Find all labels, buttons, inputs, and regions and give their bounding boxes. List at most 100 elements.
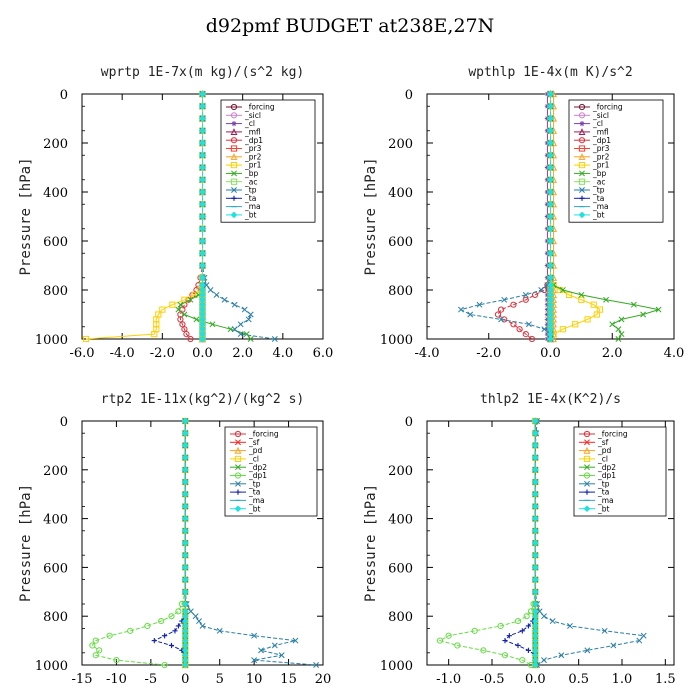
legend-label: _forcing [248, 430, 279, 439]
legend-label: _bt [592, 211, 605, 220]
data-point_bt [532, 429, 539, 437]
legend-marker [231, 121, 237, 127]
data-point_bt [181, 442, 189, 449]
legend-label: _pd [248, 446, 263, 455]
legend-label: _tp [244, 186, 257, 195]
data-point_dp1 [113, 657, 120, 664]
legend-marker [584, 464, 590, 471]
legend-marker [579, 121, 585, 127]
y-tick-label: 200 [43, 137, 68, 152]
panel-title: thlp2 1E-4x(K^2)/s [480, 392, 621, 407]
data-point_dp1 [158, 617, 165, 625]
data-point_ta [515, 642, 521, 649]
legend-label: _cl [597, 455, 608, 464]
legend-label: _bp [592, 169, 607, 178]
data-point_bt [181, 515, 189, 522]
legend: _forcing_sicl_cl_mfl_dp1_pr3_pr2_pr1_bp_… [220, 99, 316, 223]
data-point_pr1 [590, 301, 597, 308]
data-point_bt [547, 262, 554, 269]
legend-marker [230, 137, 238, 144]
x-tick-label: -4.0 [414, 346, 439, 361]
data-point_bt [181, 564, 189, 571]
data-point_tp [538, 287, 545, 293]
data-point_bt [547, 188, 554, 196]
legend-label: _dp1 [248, 471, 267, 480]
data-point_ta [172, 628, 178, 634]
y-tick-label: 400 [43, 513, 68, 528]
legend-label: _sf [597, 438, 609, 447]
data-point_ta [151, 638, 157, 644]
data-point_bt [199, 237, 206, 245]
data-point_bt [199, 139, 206, 147]
data-point_bp [559, 287, 566, 293]
data-point_bp [615, 326, 622, 333]
legend-label: _tp [592, 186, 605, 195]
data-point_bt [181, 417, 189, 425]
data-point_dp1 [494, 311, 502, 318]
data-point_tp [251, 657, 258, 664]
data-point_bt [199, 213, 206, 220]
y-axis-label: Pressure [hPa] [363, 157, 379, 275]
data-point_bp [618, 331, 625, 338]
panel-title: wpthlp 1E-4x(m K)/s^2 [468, 65, 632, 80]
panel-title: rtp2 1E-11x(kg^2)/(kg^2 s) [101, 392, 305, 407]
data-point_tp [237, 331, 244, 338]
legend-label: _ma [597, 496, 614, 505]
legend-marker [583, 455, 591, 462]
data-point_tp [199, 623, 206, 629]
data-point_bt [532, 466, 539, 474]
data-point_dp1 [516, 326, 523, 333]
data-point_dp1 [471, 627, 478, 634]
data-point_ta [168, 642, 175, 649]
data-point_bp [578, 291, 585, 298]
panel-4: thlp2 1E-4x(K^2)/s Pressure [hPa] 0 200 400 6… [363, 392, 676, 687]
legend-marker [234, 455, 242, 462]
data-point_dp1 [127, 627, 134, 634]
x-tick-label: -6.0 [69, 346, 94, 361]
figure-title: d92pmf BUDGET at238E,27N [206, 15, 495, 37]
data-point_bt [199, 200, 206, 208]
data-point_tp [216, 627, 223, 634]
data-point_bp [193, 316, 200, 323]
data-point_bp [187, 296, 194, 303]
x-tick-label: 2.0 [602, 346, 623, 361]
data-point_bt [181, 429, 189, 437]
data-point_dp1 [445, 632, 452, 639]
legend-label: _forcing [592, 103, 623, 112]
legend-marker [579, 170, 585, 177]
legend-marker [579, 187, 585, 193]
data-point_pr1 [559, 326, 566, 333]
y-tick-label: 1000 [35, 333, 68, 348]
legend-label: _ma [244, 202, 261, 211]
legend-marker [230, 103, 238, 111]
data-point_dp1 [480, 647, 487, 654]
data-point_tp [196, 618, 203, 625]
data-point_pr1 [169, 301, 176, 308]
y-tick-label: 0 [60, 415, 68, 430]
data-point_tp [541, 326, 548, 333]
y-tick-label: 0 [60, 88, 68, 103]
x-tick-label: 0.5 [568, 672, 589, 687]
legend-box [224, 426, 318, 517]
data-point_tp [251, 632, 258, 639]
data-point_bt [547, 102, 554, 110]
y-axis-label: Pressure [hPa] [363, 484, 379, 602]
data-point_bt [199, 262, 206, 269]
data-point_tp [458, 306, 464, 313]
legend-label: _tp [597, 479, 610, 488]
legend-label: _mfl [244, 128, 261, 137]
legend-box [573, 426, 667, 517]
data-point_tp [549, 618, 556, 625]
data-point_tp [278, 652, 285, 659]
legend-label: _ma [248, 496, 265, 505]
legend-marker [230, 178, 238, 185]
legend-label: _sicl [592, 111, 609, 120]
y-tick-label: 200 [388, 464, 413, 479]
data-point_bt [199, 335, 206, 343]
legend-label: _dp1 [597, 471, 616, 480]
y-tick-label: 600 [388, 235, 413, 250]
data-point_tp [231, 301, 238, 308]
legend-label: _bp [244, 169, 259, 178]
data-point_bt [181, 588, 189, 596]
panel-title: wprtp 1E-7x(m kg)/(s^2 kg) [101, 65, 305, 80]
